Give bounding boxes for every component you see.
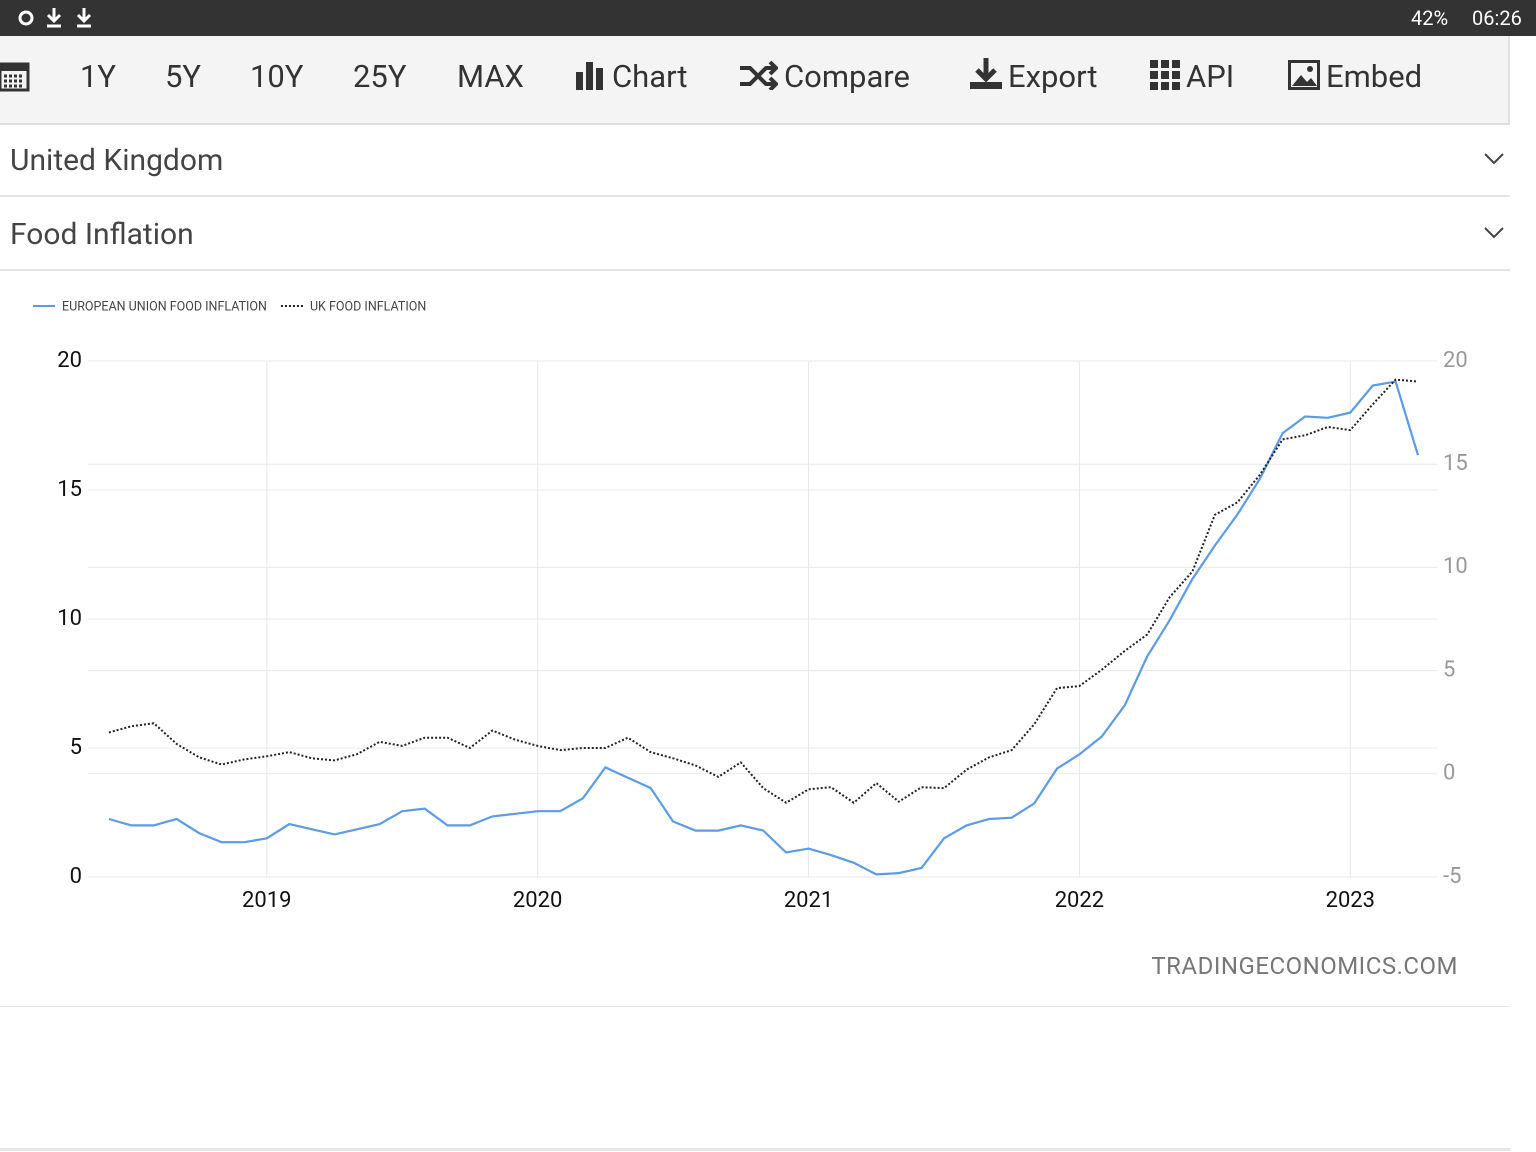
select-label: Food Inflation [10, 217, 194, 252]
range-button[interactable]: 25Y [353, 58, 407, 95]
x-tick-label: 2022 [1055, 888, 1104, 913]
y2-tick-label: 5 [1443, 657, 1455, 682]
button-label: API [1186, 58, 1235, 95]
button-label: Chart [612, 58, 688, 95]
y2-tick-label: 10 [1443, 554, 1468, 579]
api-button[interactable]: API [1150, 58, 1234, 95]
compare-button[interactable]: Compare [740, 58, 910, 95]
y-tick-label: 15 [57, 477, 82, 502]
chart-button[interactable]: Chart [576, 58, 688, 95]
select-label: United Kingdom [10, 143, 224, 178]
button-label: Export [1008, 58, 1098, 95]
embed-button[interactable]: Embed [1288, 58, 1422, 95]
x-tick-label: 2019 [242, 888, 291, 913]
x-tick-label: 2023 [1326, 888, 1375, 913]
status-icons [18, 8, 92, 28]
toolbar: 1Y 5Y 10Y 25Y MAX Chart Compare Export A… [0, 36, 1510, 125]
divider [0, 1148, 1510, 1151]
x-tick-label: 2020 [513, 888, 562, 913]
divider [0, 1006, 1510, 1007]
export-button[interactable]: Export [970, 58, 1098, 95]
range-button[interactable]: 5Y [165, 58, 202, 95]
clock: 06:26 [1472, 6, 1522, 30]
status-bar: 42% 06:26 [0, 0, 1536, 36]
legend-label: EUROPEAN UNION FOOD INFLATION [62, 299, 267, 314]
calendar-icon[interactable] [0, 58, 30, 98]
button-label: Compare [784, 58, 910, 95]
y2-tick-label: 0 [1443, 761, 1455, 786]
country-select[interactable]: United Kingdom [0, 125, 1510, 197]
y-tick-label: 20 [57, 348, 82, 373]
series-line [108, 378, 1419, 804]
y-tick-label: 10 [57, 606, 82, 631]
y2-tick-label: 15 [1443, 451, 1468, 476]
range-button[interactable]: MAX [457, 58, 524, 95]
indicator-select[interactable]: Food Inflation [0, 199, 1510, 271]
y2-tick-label: -5 [1443, 864, 1461, 889]
y-tick-label: 5 [70, 735, 82, 760]
button-label: Embed [1326, 58, 1423, 95]
chart: 0 5 10 15 20 -5 0 5 10 15 20 2019 2020 2021 2022 2023 EU… [33, 299, 1468, 913]
series-line [108, 380, 1420, 876]
y-tick-label: 0 [70, 864, 82, 889]
watermark: TRADINGECONOMICS.COM [1151, 952, 1458, 980]
range-button[interactable]: 1Y [80, 58, 117, 95]
battery-level: 42% [1411, 6, 1449, 30]
x-tick-label: 2021 [784, 888, 833, 913]
range-button[interactable]: 10Y [250, 58, 304, 95]
y2-tick-label: 20 [1443, 348, 1468, 373]
legend-label: UK FOOD INFLATION [310, 299, 426, 314]
